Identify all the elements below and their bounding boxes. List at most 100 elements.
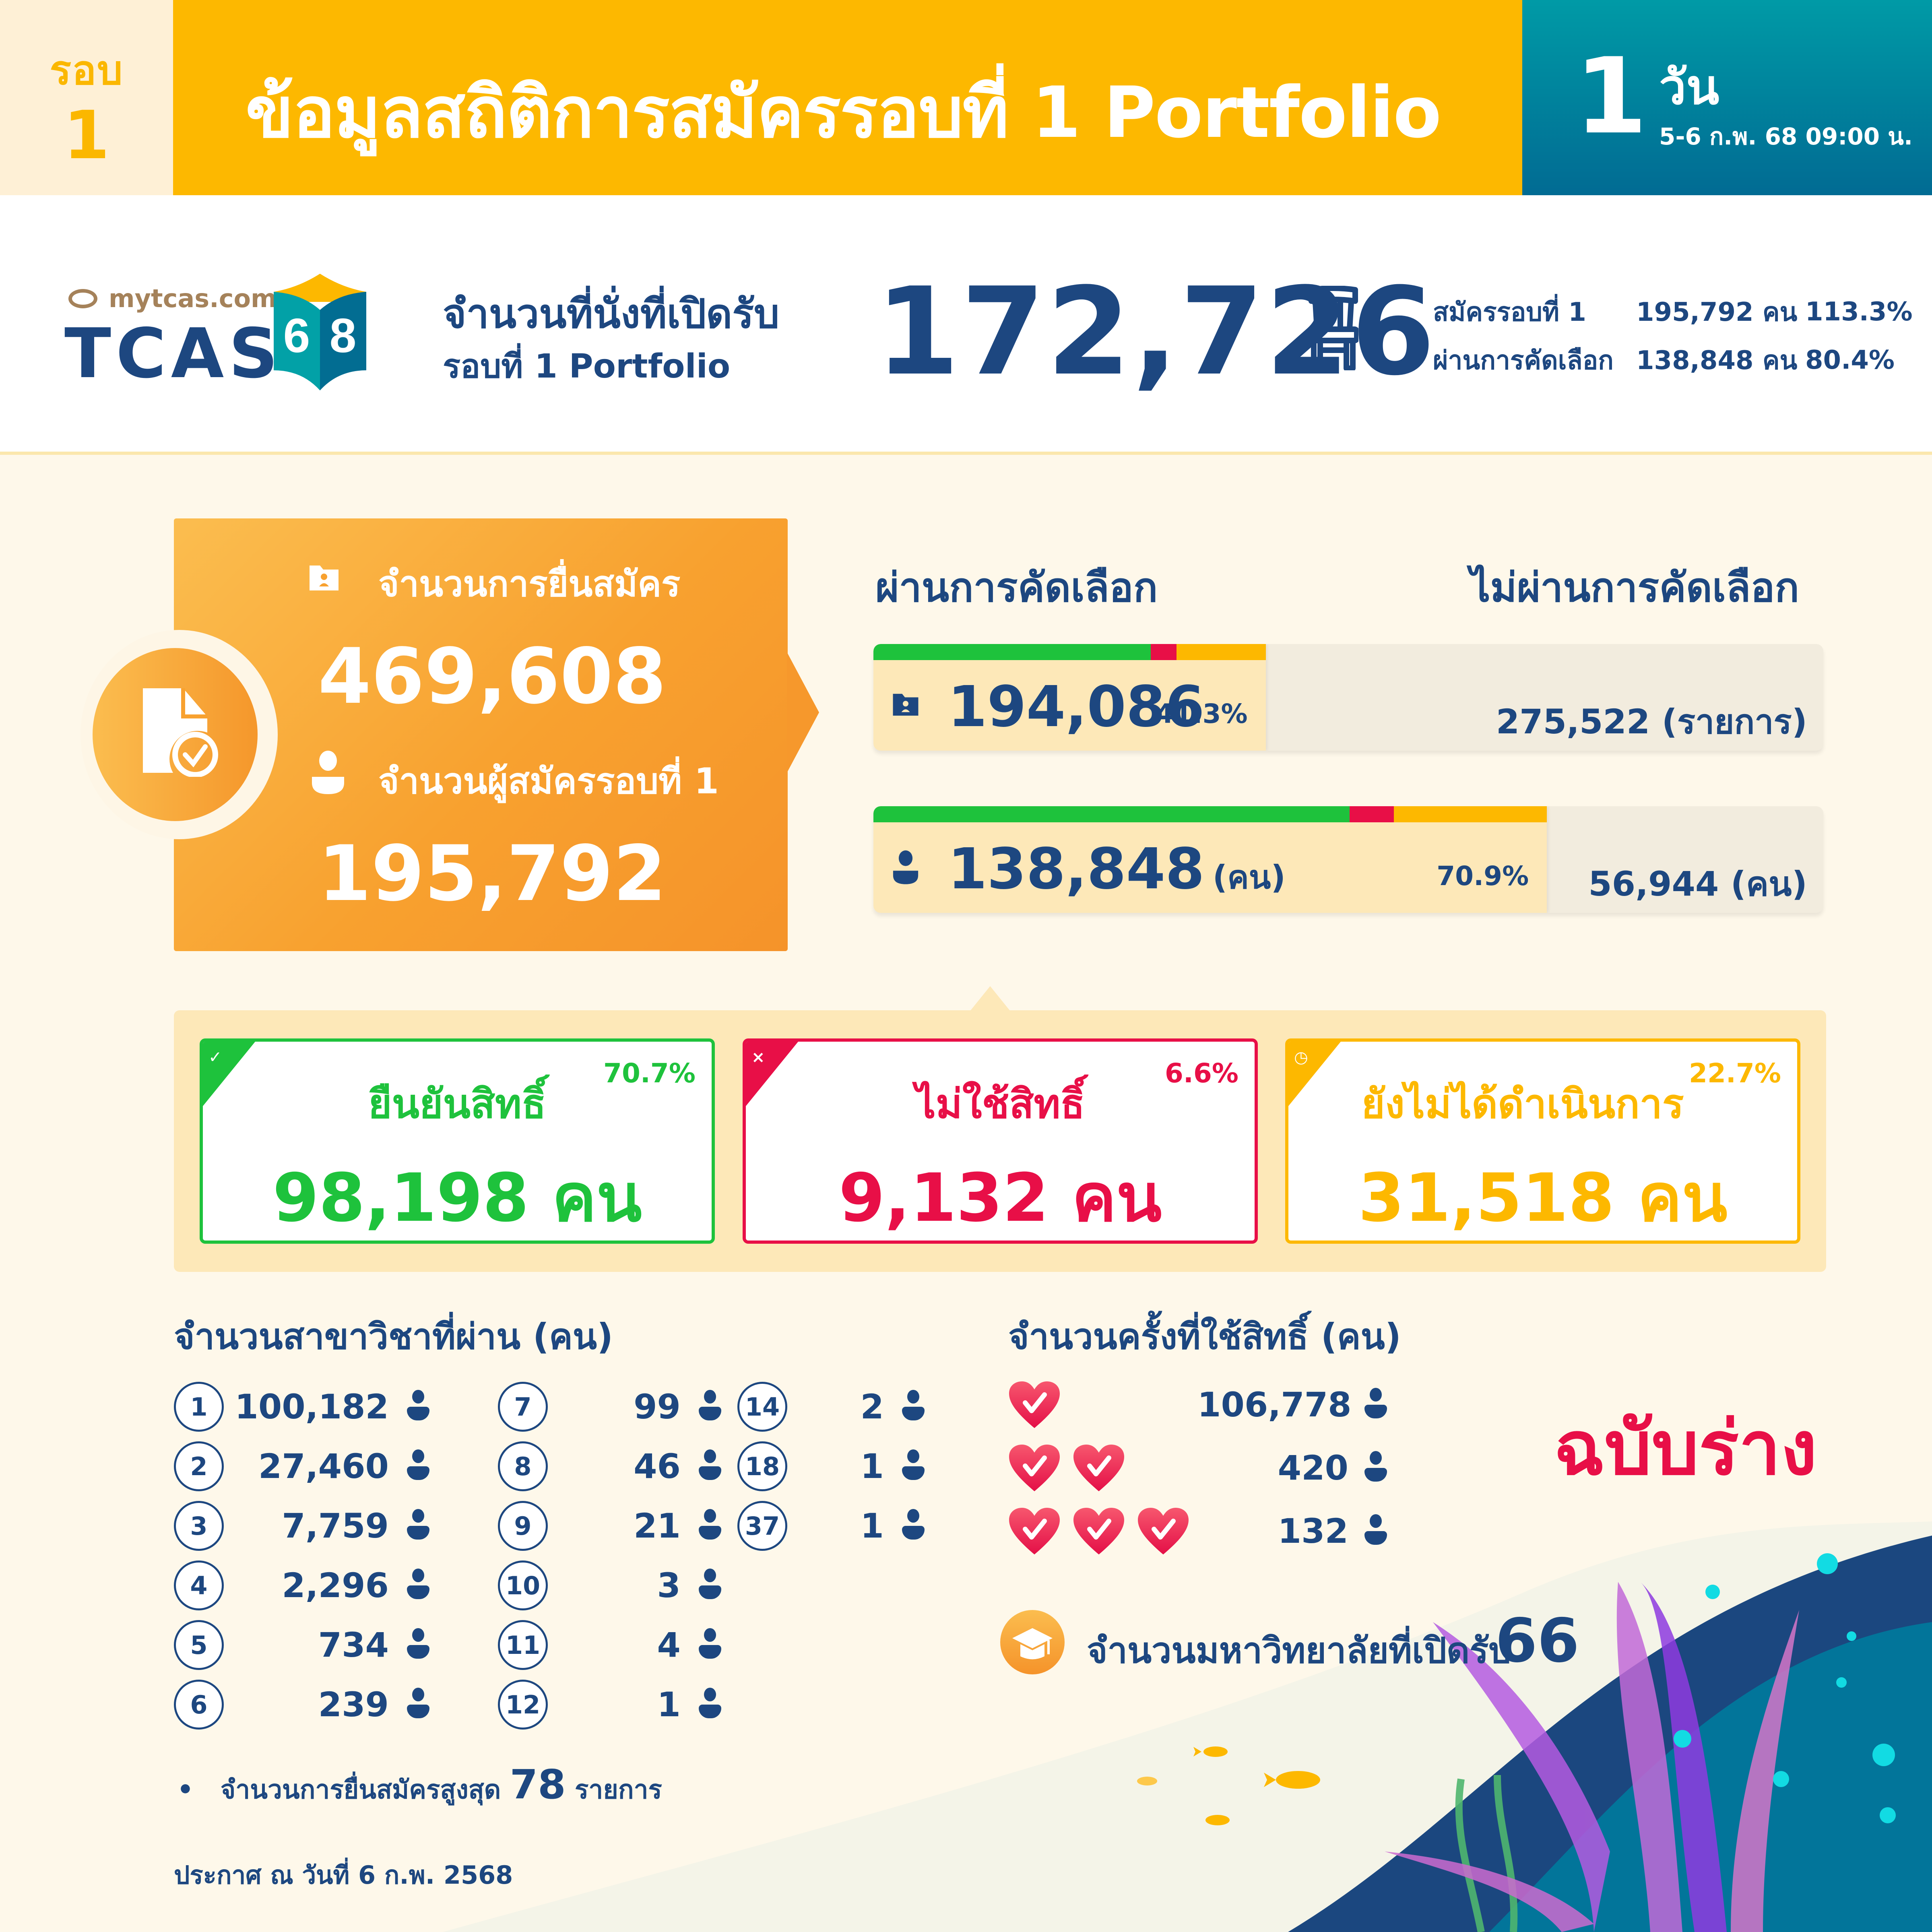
- major-count-value: 27,460: [258, 1447, 389, 1486]
- svg-text:8: 8: [330, 309, 357, 363]
- major-count-badge: 6: [174, 1680, 224, 1730]
- status-value: 9,132 คน: [838, 1159, 1162, 1236]
- major-count-row: 14 2: [737, 1377, 925, 1437]
- status-card-declined: × ไม่ใช้สิทธิ์ 6.6% 9,132 คน: [743, 1038, 1258, 1244]
- usage-row: 420: [1008, 1438, 1387, 1498]
- seat-stat-row: สมัครรอบที่ 1 195,792 คน 113.3%: [1433, 288, 1913, 336]
- seat-stats-table: สมัครรอบที่ 1 195,792 คน 113.3% ผ่านการค…: [1433, 288, 1913, 384]
- status-percent: 22.7%: [1689, 1058, 1781, 1089]
- major-count-row: 5 734: [174, 1615, 429, 1675]
- major-count-row: 4 2,296: [174, 1555, 429, 1616]
- applicants-value: 195,792: [318, 829, 667, 918]
- major-count-badge: 1: [174, 1382, 224, 1432]
- heart-check-icon: [1009, 1381, 1060, 1428]
- folder-user-icon: [310, 566, 339, 590]
- page-header: ข้อมูลสถิติการสมัครรอบที่ 1 Portfolio: [173, 0, 1522, 195]
- heart-check-icon: [1009, 1508, 1060, 1554]
- person-icon: [407, 1628, 429, 1662]
- status-card-pending: ◷ ยังไม่ได้ดำเนินการ 22.7% 31,518 คน: [1285, 1038, 1800, 1244]
- status-title: ไม่ใช้สิทธิ์: [915, 1080, 1085, 1127]
- pending-segment: [1394, 806, 1547, 822]
- confirmed-segment: [873, 644, 1151, 660]
- major-count-value: 99: [634, 1387, 681, 1426]
- major-count-value: 3: [657, 1566, 681, 1605]
- major-count-value: 734: [318, 1625, 389, 1665]
- major-count-badge: 18: [737, 1441, 787, 1491]
- universities-value: 66: [1495, 1606, 1579, 1676]
- major-count-badge: 37: [737, 1501, 787, 1551]
- major-count-value: 1: [860, 1447, 884, 1486]
- close-icon: ×: [751, 1048, 765, 1067]
- major-count-row: 12 1: [498, 1674, 721, 1735]
- date-range: 5-6 ก.พ. 68 09:00 น.: [1659, 123, 1913, 150]
- fail-value: 275,522 (รายการ): [1496, 702, 1807, 741]
- applicants-pass-bar: 138,848 (คน) 70.9% 56,944 (คน): [873, 806, 1823, 913]
- person-icon: [699, 1569, 721, 1602]
- major-count-badge: 8: [498, 1441, 548, 1491]
- pass-title: ผ่านการคัดเลือก: [875, 564, 1158, 611]
- folder-user-icon: [893, 694, 919, 716]
- major-count-row: 8 46: [498, 1436, 721, 1496]
- seat-stat-row: ผ่านการคัดเลือก 138,848 คน 80.4%: [1433, 336, 1895, 384]
- major-count-row: 10 3: [498, 1555, 721, 1616]
- seats-label: จำนวนที่นั่งที่เปิดรับ: [443, 290, 780, 337]
- person-icon: [699, 1449, 721, 1483]
- person-icon: [902, 1509, 925, 1543]
- fail-title: ไม่ผ่านการคัดเลือก: [1470, 564, 1799, 611]
- major-count-value: 2,296: [282, 1566, 389, 1605]
- announcement-date: ประกาศ ณ วันที่ 6 ก.พ. 2568: [174, 1860, 513, 1890]
- check-icon: ✓: [208, 1048, 222, 1067]
- pass-value: 138,848 (คน): [948, 836, 1286, 902]
- major-count-row: 37 1: [737, 1496, 925, 1556]
- status-title: ยืนยันสิทธิ์: [368, 1080, 546, 1127]
- applications-label: จำนวนการยื่นสมัคร: [378, 563, 681, 605]
- pass-segment: 138,848 (คน) 70.9%: [873, 806, 1547, 913]
- major-count-row: 18 1: [737, 1436, 925, 1496]
- major-count-badge: 3: [174, 1501, 224, 1551]
- major-count-badge: 2: [174, 1441, 224, 1491]
- round-label: รอบ: [50, 47, 124, 94]
- clock-icon: ◷: [1294, 1048, 1308, 1067]
- pass-value: 194,086: [948, 674, 1205, 740]
- applicants-label: จำนวนผู้สมัครรอบที่ 1: [378, 760, 719, 802]
- major-count-value: 7,759: [282, 1506, 389, 1546]
- usage-row: 106,778: [1008, 1375, 1387, 1435]
- round-badge: รอบ 1: [0, 0, 173, 195]
- major-count-value: 1: [657, 1685, 681, 1724]
- applications-pass-bar: 194,086 41.3% 275,522 (รายการ): [873, 644, 1823, 751]
- pass-percent: 70.9%: [1437, 861, 1529, 892]
- person-icon: [893, 850, 919, 884]
- person-icon: [407, 1509, 429, 1543]
- status-percent: 6.6%: [1164, 1058, 1238, 1089]
- applications-value: 469,608: [318, 632, 667, 721]
- person-icon: [902, 1449, 925, 1483]
- major-count-badge: 5: [174, 1620, 224, 1670]
- svg-text:6: 6: [283, 309, 310, 363]
- declined-segment: [1151, 644, 1177, 660]
- major-count-value: 100,182: [235, 1387, 389, 1426]
- person-icon: [1364, 1388, 1387, 1422]
- pending-segment: [1177, 644, 1266, 660]
- max-applications-note: • จำนวนการยื่นสมัครสูงสุด 78 รายการ: [177, 1761, 662, 1808]
- stat-value: 138,848 คน: [1636, 346, 1798, 376]
- card-arrow: [787, 652, 819, 773]
- usage-count: 420: [1278, 1448, 1348, 1488]
- person-icon: [312, 751, 344, 794]
- major-count-badge: 11: [498, 1620, 548, 1670]
- major-count-value: 239: [318, 1685, 389, 1724]
- major-count-value: 2: [860, 1387, 884, 1426]
- person-icon: [1364, 1451, 1387, 1485]
- person-icon: [1364, 1514, 1387, 1548]
- status-percent: 70.7%: [603, 1058, 696, 1089]
- person-icon: [902, 1390, 925, 1424]
- usage-row: 132: [1008, 1501, 1387, 1561]
- declined-segment: [1349, 806, 1394, 822]
- mytcas-site-name: mytcas.com: [109, 284, 277, 313]
- graduation-cap-icon: [1000, 1610, 1065, 1674]
- major-count-badge: 14: [737, 1382, 787, 1432]
- major-count-value: 21: [634, 1506, 681, 1546]
- page-title: ข้อมูลสถิติการสมัครรอบที่ 1 Portfolio: [246, 72, 1441, 154]
- day-number: 1: [1575, 36, 1647, 157]
- draft-label: ฉบับร่าง: [1554, 1405, 1817, 1492]
- status-value: 31,518 คน: [1358, 1159, 1728, 1236]
